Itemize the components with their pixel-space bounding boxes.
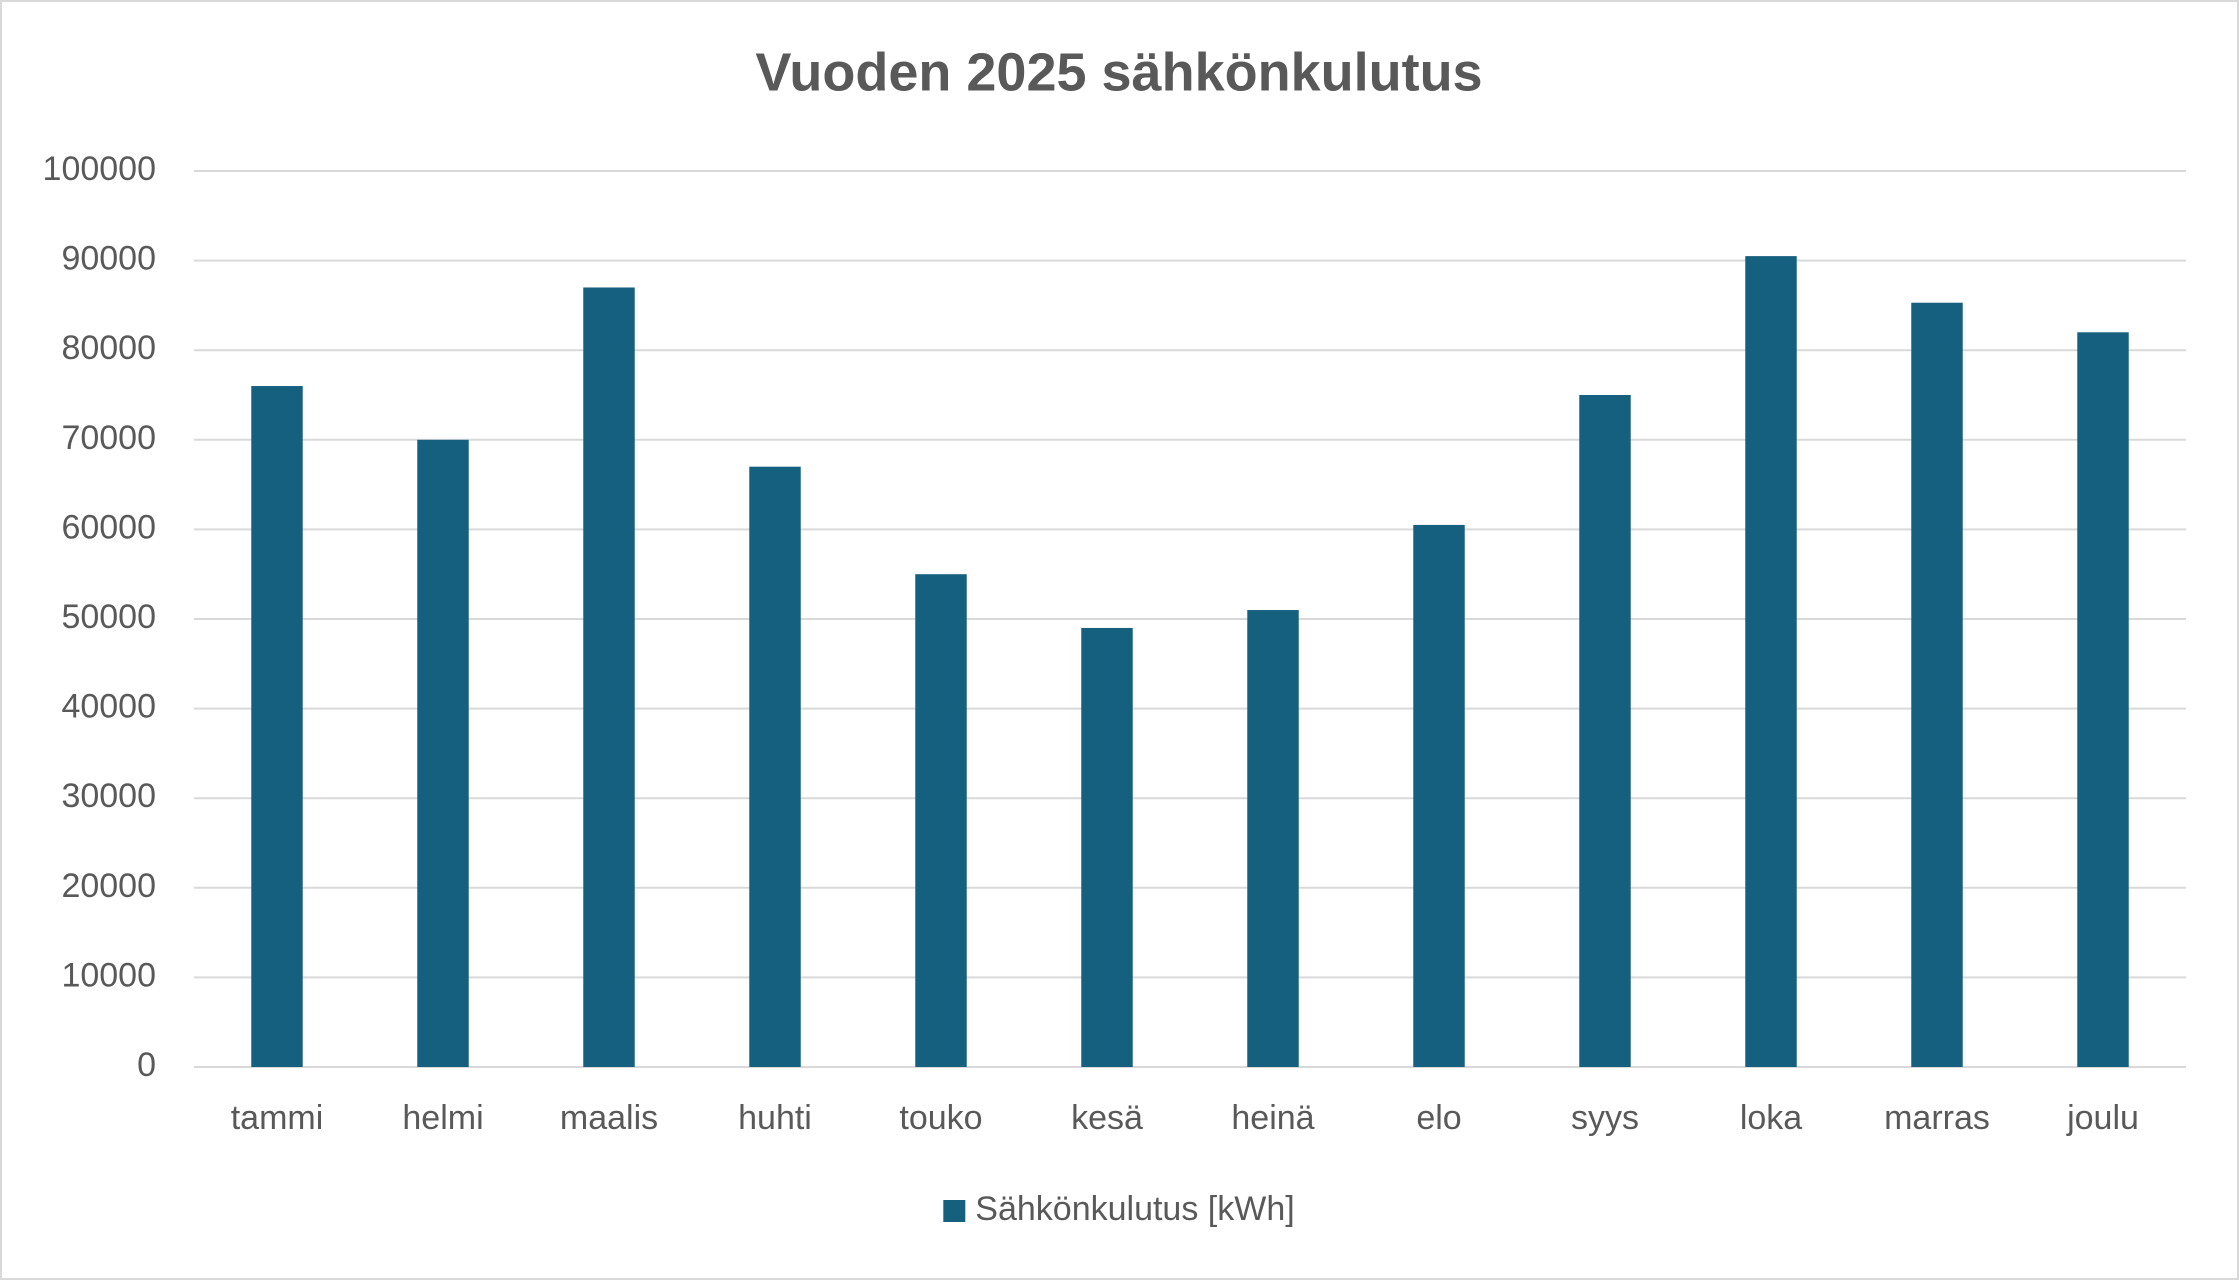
bar (1911, 302, 1963, 1067)
x-tick-label: touko (899, 1099, 982, 1137)
x-tick-label: maalis (560, 1099, 658, 1137)
x-tick-label: joulu (2066, 1099, 2139, 1137)
bar (915, 574, 967, 1067)
x-tick-label: loka (1740, 1099, 1802, 1137)
x-tick-label: kesä (1071, 1099, 1143, 1137)
bar (1579, 395, 1631, 1067)
y-tick-label: 50000 (61, 598, 156, 636)
x-tick-label: huhti (738, 1099, 812, 1137)
chart-title: Vuoden 2025 sähkönkulutus (755, 42, 1482, 102)
x-tick-label: heinä (1231, 1099, 1314, 1137)
x-tick-label: tammi (231, 1099, 324, 1137)
bar (1745, 256, 1797, 1067)
bar (417, 439, 469, 1067)
bar (1413, 524, 1465, 1067)
y-tick-label: 60000 (61, 508, 156, 546)
x-tick-label: marras (1884, 1099, 1990, 1137)
y-tick-label: 80000 (61, 329, 156, 367)
x-tick-label: helmi (402, 1099, 483, 1137)
y-tick-label: 30000 (61, 777, 156, 815)
y-tick-label: 20000 (61, 867, 156, 905)
y-tick-label: 0 (137, 1046, 156, 1084)
y-tick-label: 40000 (61, 688, 156, 726)
x-tick-label: syys (1571, 1099, 1639, 1137)
bar (1081, 627, 1133, 1067)
y-tick-label: 100000 (43, 150, 156, 188)
bar (583, 287, 635, 1068)
x-tick-label: elo (1416, 1099, 1461, 1137)
y-tick-label: 70000 (61, 419, 156, 457)
bar (1247, 610, 1299, 1067)
y-tick-label: 10000 (61, 956, 156, 994)
bar (2077, 332, 2129, 1067)
bar (251, 386, 303, 1067)
legend-label: Sähkönkulutus [kWh] (975, 1190, 1294, 1228)
y-tick-label: 90000 (61, 240, 156, 278)
legend-swatch (943, 1200, 966, 1222)
bar (749, 466, 801, 1067)
